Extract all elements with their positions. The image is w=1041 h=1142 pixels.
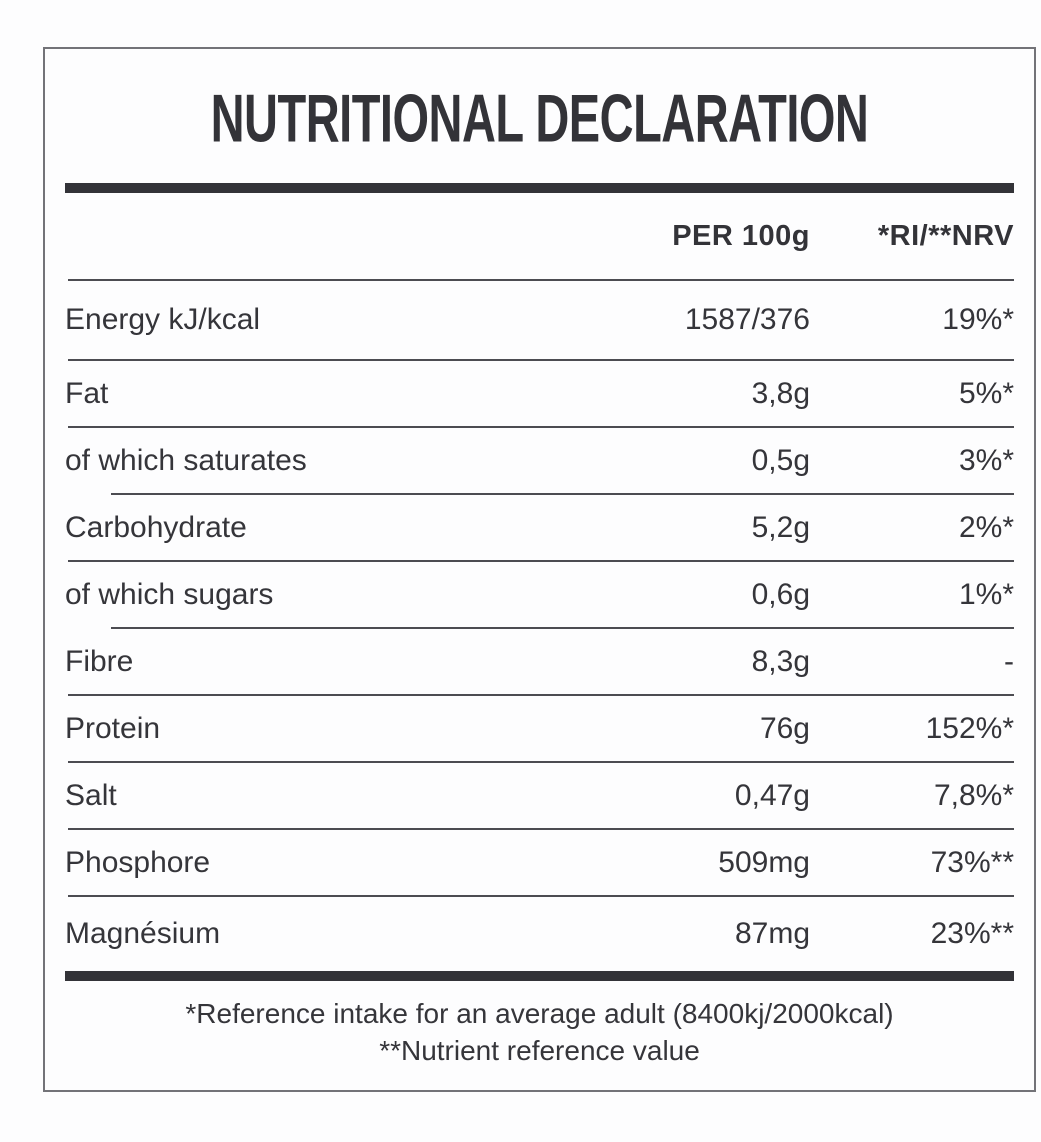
footnotes: *Reference intake for an average adult (… bbox=[65, 995, 1014, 1069]
table-row: of which sugars 0,6g 1%* bbox=[65, 562, 1014, 627]
row-divider bbox=[111, 627, 1014, 629]
per-100g-value: 0,47g bbox=[734, 778, 810, 812]
nutrient-label: Energy kJ/kcal bbox=[65, 303, 261, 336]
table-row: Magnésium 87mg 23%** bbox=[65, 897, 1014, 971]
row-divider bbox=[68, 828, 1014, 830]
column-header-per-100g: PER 100g bbox=[672, 219, 810, 252]
label-border-box: NUTRITIONAL DECLARATION PER 100g *RI/**N… bbox=[43, 47, 1036, 1092]
ri-nrv-value: 2%* bbox=[958, 510, 1014, 544]
nutrient-label: Fat bbox=[65, 376, 109, 410]
per-100g-value: 8,3g bbox=[751, 644, 810, 678]
column-header-ri-nrv: *RI/**NRV bbox=[877, 219, 1014, 252]
row-divider bbox=[68, 560, 1014, 562]
table-row: Salt 0,47g 7,8%* bbox=[65, 763, 1014, 828]
nutrient-label: Phosphore bbox=[65, 845, 211, 879]
table-row: Carbohydrate 5,2g 2%* bbox=[65, 495, 1014, 560]
row-divider bbox=[68, 279, 1014, 281]
ri-nrv-value: 73%** bbox=[930, 845, 1014, 879]
row-divider bbox=[68, 694, 1014, 696]
nutrient-label: Fibre bbox=[65, 644, 134, 678]
row-divider bbox=[111, 493, 1014, 495]
ri-nrv-value: - bbox=[1004, 644, 1014, 678]
bottom-heavy-rule bbox=[65, 971, 1014, 981]
ri-nrv-value: 23%** bbox=[930, 917, 1014, 950]
ri-nrv-value: 5%* bbox=[958, 376, 1014, 410]
top-heavy-rule bbox=[65, 183, 1014, 193]
table-header-row: PER 100g *RI/**NRV bbox=[65, 193, 1014, 279]
table-row: Energy kJ/kcal 1587/376 19%* bbox=[65, 281, 1014, 359]
per-100g-value: 0,5g bbox=[751, 443, 810, 477]
ri-nrv-value: 19%* bbox=[942, 303, 1014, 336]
table-row: Protein 76g 152%* bbox=[65, 696, 1014, 761]
per-100g-value: 1587/376 bbox=[684, 303, 810, 336]
table-row: Phosphore 509mg 73%** bbox=[65, 830, 1014, 895]
row-divider bbox=[68, 359, 1014, 361]
per-100g-value: 3,8g bbox=[751, 376, 810, 410]
title-container: NUTRITIONAL DECLARATION bbox=[65, 78, 1014, 156]
per-100g-value: 87mg bbox=[734, 917, 810, 950]
table-row: Fat 3,8g 5%* bbox=[65, 361, 1014, 426]
table-row: of which saturates 0,5g 3%* bbox=[65, 428, 1014, 493]
ri-nrv-value: 7,8%* bbox=[933, 778, 1014, 812]
nutrient-label: Salt bbox=[65, 778, 117, 812]
table-body: Energy kJ/kcal 1587/376 19%* Fat 3,8g 5%… bbox=[65, 279, 1014, 971]
nutrient-label: of which saturates bbox=[65, 443, 307, 477]
footnote-reference-intake: *Reference intake for an average adult (… bbox=[185, 998, 894, 1029]
row-divider bbox=[68, 426, 1014, 428]
per-100g-value: 0,6g bbox=[751, 577, 810, 611]
page-title: NUTRITIONAL DECLARATION bbox=[210, 78, 869, 156]
footnote-nutrient-reference: **Nutrient reference value bbox=[379, 1035, 700, 1066]
nutrient-label: Magnésium bbox=[65, 917, 221, 950]
per-100g-value: 509mg bbox=[718, 845, 810, 879]
per-100g-value: 76g bbox=[759, 711, 810, 745]
ri-nrv-value: 152%* bbox=[925, 711, 1014, 745]
ri-nrv-value: 1%* bbox=[958, 577, 1014, 611]
ri-nrv-value: 3%* bbox=[958, 443, 1014, 477]
per-100g-value: 5,2g bbox=[751, 510, 810, 544]
row-divider bbox=[68, 761, 1014, 763]
nutrient-label: of which sugars bbox=[65, 577, 274, 611]
row-divider bbox=[68, 895, 1014, 897]
nutrient-label: Protein bbox=[65, 711, 161, 745]
table-row: Fibre 8,3g - bbox=[65, 629, 1014, 694]
nutrient-label: Carbohydrate bbox=[65, 510, 247, 544]
